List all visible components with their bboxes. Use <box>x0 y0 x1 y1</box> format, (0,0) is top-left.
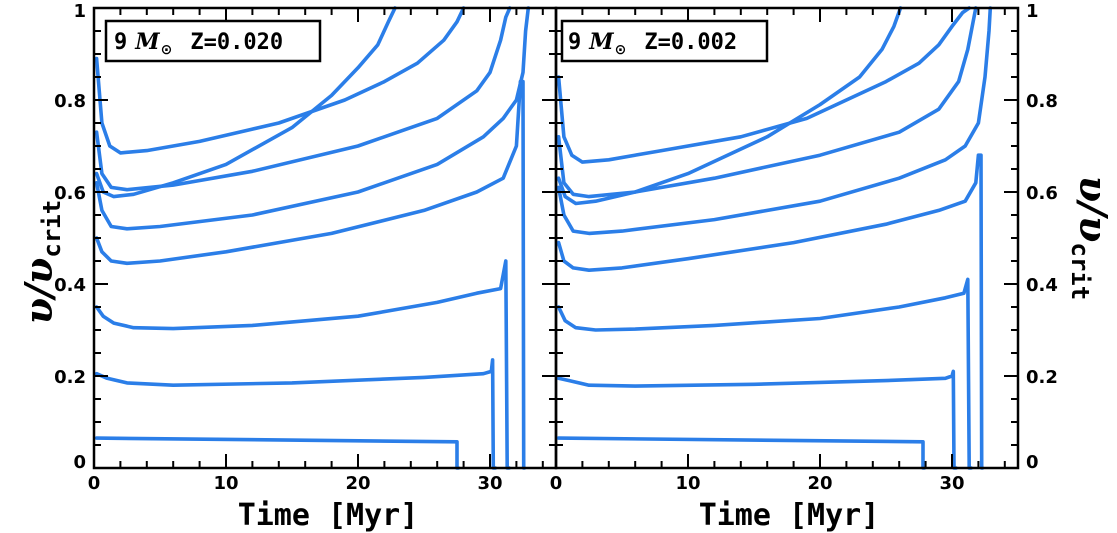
x-tick-label: 20 <box>807 473 832 494</box>
x-tick-label: 0 <box>550 473 563 494</box>
series-line-6 <box>94 6 512 192</box>
y-tick-label: 0.6 <box>54 183 86 204</box>
series-line-5 <box>94 6 531 231</box>
x-tick-label: 30 <box>939 473 964 494</box>
left-x-axis-title: Time [Myr] <box>238 498 419 533</box>
mass-value-right: 9 <box>568 30 581 55</box>
series-line-2 <box>94 358 498 470</box>
sun-symbol-right: ⊙ <box>615 42 627 58</box>
svg-text:υ/υcrit: υ/υcrit <box>1066 176 1116 300</box>
svg-text:9M⊙Z=0.002: 9 M⊙ Z=0.002 <box>568 29 737 58</box>
x-tick-label: 0 <box>88 473 101 494</box>
x-tick-label: 10 <box>213 473 238 494</box>
y-tick-label: 0.2 <box>1026 367 1058 388</box>
series-line-3 <box>556 277 973 470</box>
sun-symbol: ⊙ <box>161 42 173 58</box>
left-annotation-box: 9 M⊙ Z=0.020 <box>104 19 322 63</box>
y-axis-title-main-right: υ/υ <box>1071 176 1116 243</box>
y-tick-label: 0 <box>1026 452 1039 473</box>
y-tick-label: 0 <box>73 452 86 473</box>
y-tick-label: 0.2 <box>54 367 86 388</box>
svg-text:υ/υcrit: υ/υcrit <box>16 200 66 324</box>
metallicity-label: Z=0.020 <box>190 30 283 55</box>
y-tick-label: 0.8 <box>54 91 86 112</box>
x-tick-label: 10 <box>675 473 700 494</box>
right-panel: 0 10 20 30 0 0.2 0.4 0.6 0.8 1 <box>550 1 1058 494</box>
y-tick-label: 0.6 <box>1026 183 1058 204</box>
series-line-3 <box>94 259 511 470</box>
series-line-7 <box>556 6 971 164</box>
series-line-6 <box>556 6 978 199</box>
y-tick-label: 0.8 <box>1026 91 1058 112</box>
left-panel: 0 10 20 30 0 0.2 0.4 0.6 0.8 1 <box>54 1 558 494</box>
series-line-4 <box>556 153 985 470</box>
y-axis-title-main: υ/υ <box>16 258 61 325</box>
metallicity-label-right: Z=0.002 <box>644 30 737 55</box>
series-line-1 <box>94 436 461 470</box>
series-line-2 <box>556 369 958 470</box>
right-annotation-box: 9 M⊙ Z=0.002 <box>560 19 769 63</box>
x-tick-label: 30 <box>477 473 502 494</box>
series-line-5 <box>556 6 993 236</box>
x-tick-label: 20 <box>345 473 370 494</box>
left-y-axis-title: υ/υcrit <box>16 200 66 324</box>
y-axis-title-sub: crit <box>38 200 66 258</box>
svg-text:9M⊙Z=0.020: 9 M⊙ Z=0.020 <box>114 29 283 58</box>
y-tick-label: 1 <box>1026 1 1039 22</box>
y-tick-label: 1 <box>73 1 86 22</box>
y-axis-title-sub-right: crit <box>1066 242 1094 300</box>
series-line-8 <box>556 6 903 206</box>
y-tick-label: 0.4 <box>1026 275 1058 296</box>
y-tick-label: 0.4 <box>54 275 86 296</box>
series-line-7 <box>94 6 466 155</box>
right-x-axis-title: Time [Myr] <box>699 498 880 533</box>
mass-value: 9 <box>114 30 127 55</box>
right-y-axis-title: υ/υcrit <box>1066 176 1116 300</box>
plot-frame <box>554 6 1020 470</box>
series-line-4 <box>94 79 527 470</box>
mass-symbol-right: M <box>588 29 614 55</box>
series-line-8 <box>94 6 397 199</box>
mass-symbol: M <box>134 29 160 55</box>
